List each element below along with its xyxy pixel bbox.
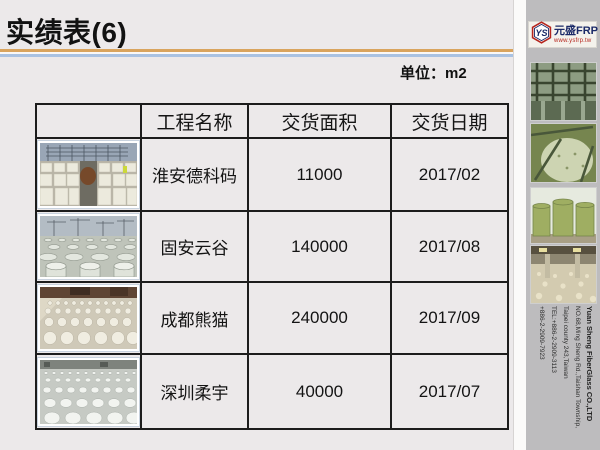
table-row: 淮安德科码 11000 2017/02 <box>35 137 509 212</box>
brand-name: 元盛FRP <box>554 24 598 37</box>
ys-hexagon-logo-icon: YS <box>530 20 553 49</box>
company-name: Yuan Sheng FiberGlass CO.,LTD <box>585 306 594 422</box>
cell-delivery-date: 2017/07 <box>390 353 509 430</box>
cell-project-name: 固安云谷 <box>140 210 249 283</box>
unit-label: 单位：m2 <box>400 65 467 82</box>
chengdu-tank-rows-photo <box>38 285 139 351</box>
table-header-row: 工程名称 交货面积 交货日期 <box>35 103 509 139</box>
vertical-separator <box>513 0 527 450</box>
cell-delivery-area: 140000 <box>247 210 392 283</box>
page-title: 实绩表(6) <box>6 17 128 48</box>
company-website: www.ysfrp.tw <box>554 37 592 44</box>
company-info-vertical-text: Yuan Sheng FiberGlass CO.,LTD NO.68,Ming… <box>535 306 595 429</box>
performance-table: 工程名称 交货面积 交货日期 <box>35 103 509 430</box>
divider-blue-line <box>0 54 526 57</box>
company-tel-line2: +886-2-2909-7923 <box>538 306 545 360</box>
table-row: 深圳柔宇 40000 2017/07 <box>35 353 509 430</box>
green-storage-tanks-photo <box>530 187 597 244</box>
header-photo-col <box>35 103 142 139</box>
frp-ceiling-structure-photo <box>530 62 597 121</box>
cell-delivery-date: 2017/02 <box>390 137 509 212</box>
divider-orange-line <box>0 49 526 52</box>
company-tel-line1: TEL:+886-2-2909-3113 <box>550 306 557 373</box>
header-delivery-date: 交货日期 <box>390 103 509 139</box>
cell-delivery-date: 2017/08 <box>390 210 509 283</box>
frp-tank-piping-photo <box>530 123 597 183</box>
cell-delivery-area: 40000 <box>247 353 392 430</box>
cell-delivery-date: 2017/09 <box>390 281 509 355</box>
cell-project-name: 深圳柔宇 <box>140 353 249 430</box>
company-sidebar: YS 元盛FRP www.ysfrp.tw <box>526 0 600 450</box>
shenzhen-tank-field-photo <box>38 357 139 426</box>
cell-project-name: 淮安德科码 <box>140 137 249 212</box>
huaian-construction-site-photo <box>38 141 139 208</box>
company-address-line1: NO.68,Ming Sheng Rd.,Taishan Township, <box>574 306 581 429</box>
svg-text:YS: YS <box>535 28 547 38</box>
cell-project-name: 成都熊猫 <box>140 281 249 355</box>
cell-delivery-area: 11000 <box>247 137 392 212</box>
header-project-name: 工程名称 <box>140 103 249 139</box>
company-address-line2: Taipei county 243,Taiwan <box>562 306 569 379</box>
header-delivery-area: 交货面积 <box>247 103 392 139</box>
title-divider <box>0 49 526 57</box>
table-row: 成都熊猫 240000 2017/09 <box>35 281 509 355</box>
company-logo: YS 元盛FRP www.ysfrp.tw <box>528 20 598 49</box>
factory-interior-photo <box>530 245 597 304</box>
table-row: 固安云谷 140000 2017/08 <box>35 210 509 283</box>
guan-tank-field-photo <box>38 214 139 279</box>
cell-delivery-area: 240000 <box>247 281 392 355</box>
